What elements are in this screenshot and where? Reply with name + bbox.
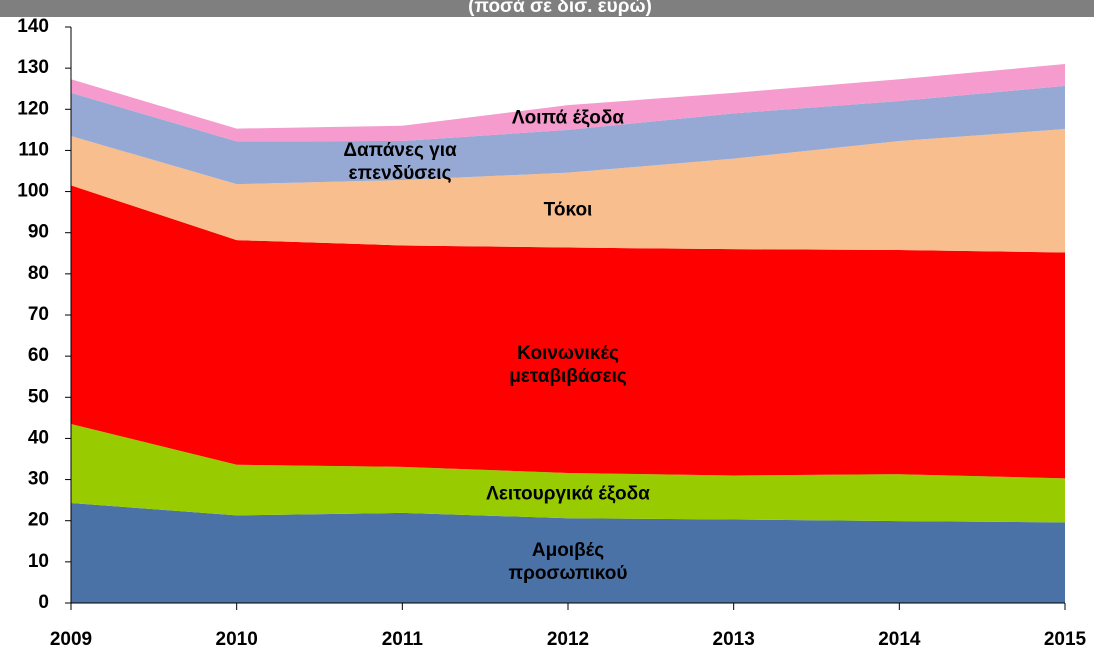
x-tick-label: 2010	[216, 629, 258, 650]
y-tick-label: 140	[17, 16, 49, 37]
area	[71, 64, 1065, 142]
y-tick-label: 0	[38, 592, 49, 613]
title-bar	[0, 0, 1094, 17]
series-label: Λοιπά έξοδα	[511, 107, 625, 129]
y-tick-label: 90	[28, 222, 49, 243]
y-tick-label: 130	[17, 57, 49, 78]
x-tick-label: 2014	[878, 629, 921, 650]
y-tick-label: 70	[28, 304, 49, 325]
y-tick-label: 60	[28, 345, 49, 366]
y-tick-label: 100	[17, 181, 49, 202]
y-tick-label: 120	[17, 98, 49, 119]
y-tick-label: 10	[28, 551, 49, 572]
x-tick-label: 2011	[382, 629, 424, 650]
y-tick-label: 20	[28, 510, 49, 531]
x-tick-label: 2015	[1044, 629, 1087, 650]
series-label: Λειτουργικά έξοδα	[486, 483, 650, 505]
series-label: Τόκοι	[543, 199, 593, 221]
y-tick-label: 40	[28, 427, 49, 448]
y-tick-label: 110	[18, 139, 49, 160]
area	[71, 85, 1065, 185]
series-label: Δαπάνες για επενδύσεις	[343, 140, 457, 184]
series-label: Αμοιβές προσωπικού	[508, 540, 628, 584]
y-tick-label: 30	[28, 469, 49, 490]
x-tick-label: 2013	[713, 629, 755, 650]
area	[71, 503, 1065, 603]
x-tick-label: 2012	[547, 629, 589, 650]
y-tick-label: 80	[28, 263, 49, 284]
series-label: Κοινωνικές μεταβιβάσεις	[509, 343, 627, 387]
chart-subtitle: (ποσά σε δισ. ευρώ)	[468, 0, 652, 17]
y-tick-label: 50	[28, 386, 49, 407]
x-tick-label: 2009	[50, 629, 92, 650]
area	[71, 185, 1065, 479]
area	[71, 129, 1065, 253]
area	[71, 424, 1065, 523]
